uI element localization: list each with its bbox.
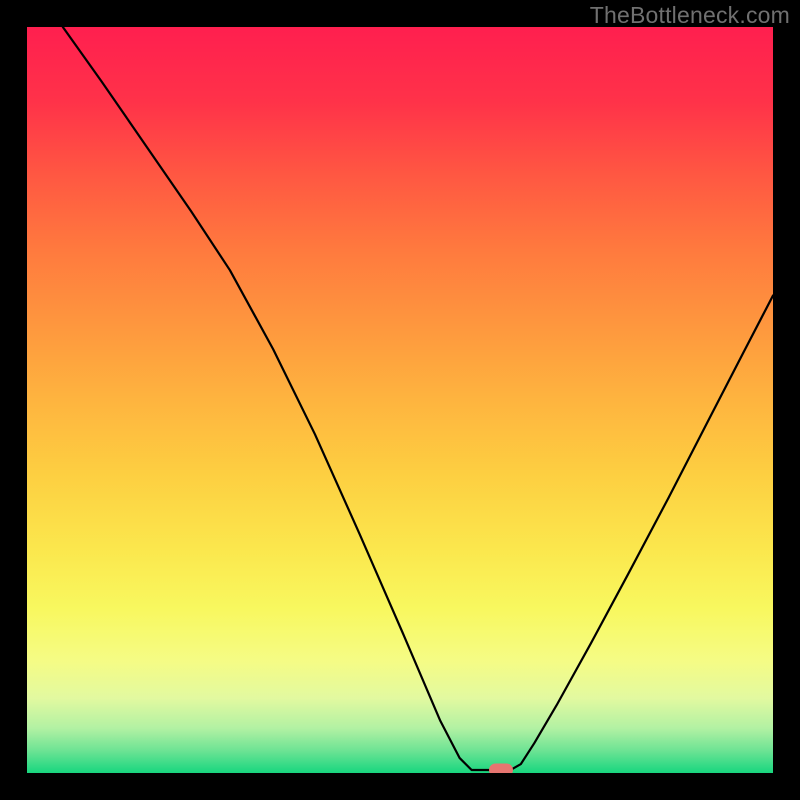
plot-area bbox=[27, 27, 773, 773]
chart-container: TheBottleneck.com bbox=[0, 0, 800, 800]
bottleneck-curve bbox=[63, 27, 773, 770]
curve-svg bbox=[27, 27, 773, 773]
watermark-text: TheBottleneck.com bbox=[590, 2, 790, 29]
optimal-marker bbox=[489, 764, 513, 773]
